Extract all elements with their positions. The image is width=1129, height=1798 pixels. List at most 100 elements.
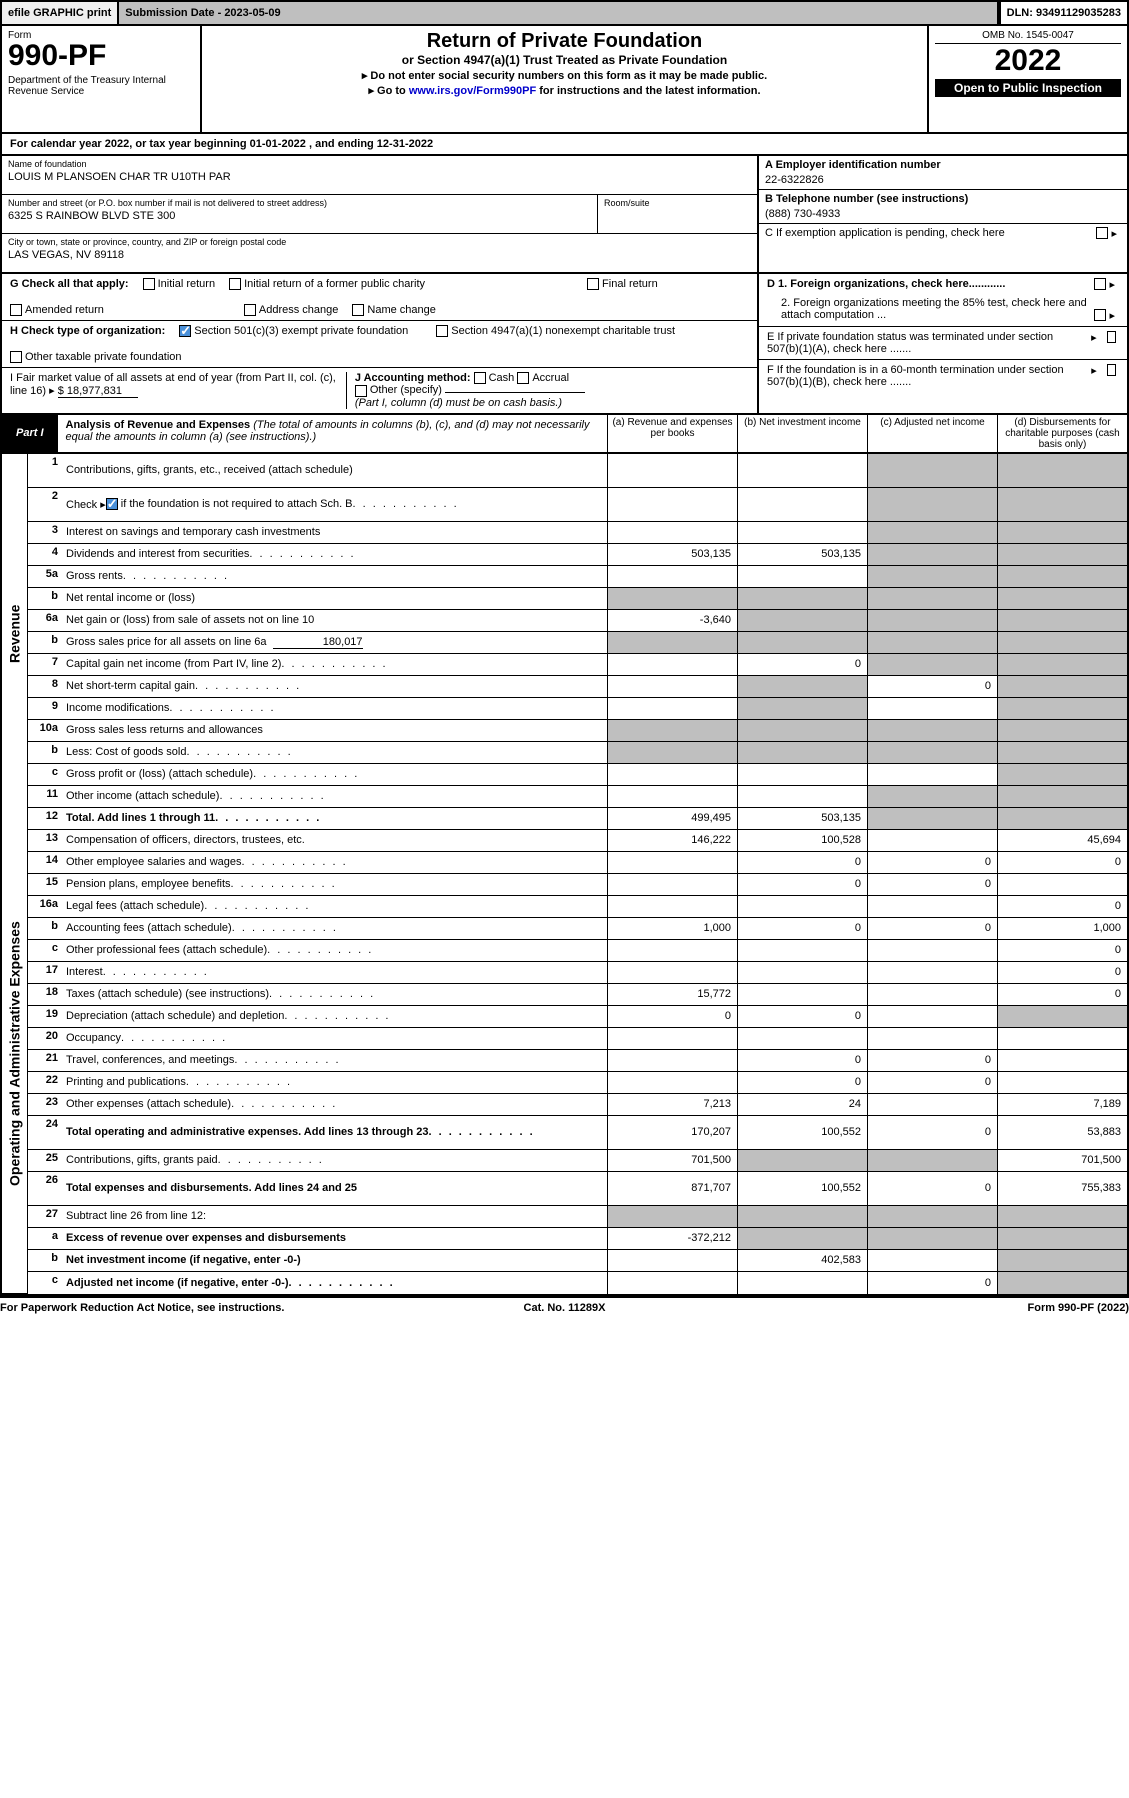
- open-to-public: Open to Public Inspection: [935, 79, 1121, 97]
- cell-a: [607, 698, 737, 719]
- line-number: 13: [28, 830, 62, 851]
- cell-dd: [997, 1272, 1127, 1294]
- cell-a: [607, 522, 737, 543]
- d2-checkbox[interactable]: [1094, 309, 1106, 321]
- cell-b: [737, 764, 867, 785]
- row-r4: 4Dividends and interest from securities5…: [28, 544, 1127, 566]
- line-number: 26: [28, 1172, 62, 1205]
- row-r8: 8Net short-term capital gain0: [28, 676, 1127, 698]
- cell-b: 0: [737, 654, 867, 675]
- paperwork-notice: For Paperwork Reduction Act Notice, see …: [0, 1302, 376, 1314]
- schb-checkbox[interactable]: [106, 498, 118, 510]
- foundation-name: Name of foundation LOUIS M PLANSOEN CHAR…: [2, 156, 757, 194]
- cell-b: [737, 940, 867, 961]
- part1-badge: Part I: [2, 415, 58, 452]
- g-address-checkbox[interactable]: [244, 304, 256, 316]
- e-checkbox[interactable]: [1107, 331, 1116, 343]
- cell-dd: [997, 566, 1127, 587]
- line-description: Net investment income (if negative, ente…: [62, 1250, 607, 1271]
- form-url-link[interactable]: www.irs.gov/Form990PF: [409, 85, 536, 97]
- cell-a: [607, 1206, 737, 1227]
- form-header: Form 990-PF Department of the Treasury I…: [0, 26, 1129, 134]
- cell-b: [737, 588, 867, 609]
- row-r9: 9Income modifications: [28, 698, 1127, 720]
- line-description: Travel, conferences, and meetings: [62, 1050, 607, 1071]
- efile-print-button[interactable]: efile GRAPHIC print: [2, 2, 119, 24]
- cell-b: [737, 454, 867, 487]
- row-r17: 17Interest0: [28, 962, 1127, 984]
- line-number: 3: [28, 522, 62, 543]
- line-description: Pension plans, employee benefits: [62, 874, 607, 895]
- g-final-checkbox[interactable]: [587, 278, 599, 290]
- line-number: 6a: [28, 610, 62, 631]
- cell-dd: 53,883: [997, 1116, 1127, 1149]
- h-501c3-checkbox[interactable]: [179, 325, 191, 337]
- footer-form-ref: Form 990-PF (2022): [753, 1302, 1129, 1314]
- page-footer: For Paperwork Reduction Act Notice, see …: [0, 1296, 1129, 1314]
- g-initial-former-checkbox[interactable]: [229, 278, 241, 290]
- d-foreign-org: D 1. Foreign organizations, check here..…: [759, 274, 1127, 327]
- line-description: Legal fees (attach schedule): [62, 896, 607, 917]
- cell-c: [867, 742, 997, 763]
- cell-dd: 1,000: [997, 918, 1127, 939]
- cell-b: 503,135: [737, 544, 867, 565]
- cell-dd: [997, 874, 1127, 895]
- row-r5b: bNet rental income or (loss): [28, 588, 1127, 610]
- cell-c: 0: [867, 874, 997, 895]
- cell-b: [737, 984, 867, 1005]
- row-r12: 12Total. Add lines 1 through 11499,49550…: [28, 808, 1127, 830]
- line-description: Income modifications: [62, 698, 607, 719]
- street-address: Number and street (or P.O. box number if…: [2, 195, 597, 233]
- col-d-header: (d) Disbursements for charitable purpose…: [997, 415, 1127, 452]
- row-r25: 25Contributions, gifts, grants paid701,5…: [28, 1150, 1127, 1172]
- j-accrual-checkbox[interactable]: [517, 372, 529, 384]
- cell-b: 0: [737, 1072, 867, 1093]
- cell-c: [867, 1028, 997, 1049]
- g-name-checkbox[interactable]: [352, 304, 364, 316]
- row-r14: 14Other employee salaries and wages000: [28, 852, 1127, 874]
- row-r2: 2Check ▸ if the foundation is not requir…: [28, 488, 1127, 522]
- g-amended-checkbox[interactable]: [10, 304, 22, 316]
- cell-a: 7,213: [607, 1094, 737, 1115]
- g-initial-checkbox[interactable]: [143, 278, 155, 290]
- cell-b: 0: [737, 874, 867, 895]
- form-subtitle: or Section 4947(a)(1) Trust Treated as P…: [208, 53, 921, 67]
- line-number: b: [28, 1250, 62, 1271]
- f-checkbox[interactable]: [1107, 364, 1116, 376]
- row-r15: 15Pension plans, employee benefits00: [28, 874, 1127, 896]
- cell-a: [607, 786, 737, 807]
- cell-c: [867, 1094, 997, 1115]
- line-number: 12: [28, 808, 62, 829]
- cell-b: 402,583: [737, 1250, 867, 1271]
- cell-b: [737, 962, 867, 983]
- submission-date: Submission Date - 2023-05-09: [119, 2, 998, 24]
- expenses-label: Operating and Administrative Expenses: [2, 814, 27, 1294]
- line-number: 8: [28, 676, 62, 697]
- h-4947-checkbox[interactable]: [436, 325, 448, 337]
- form-number: 990-PF: [8, 41, 194, 71]
- j-cash-checkbox[interactable]: [474, 372, 486, 384]
- line-number: 16a: [28, 896, 62, 917]
- cell-c: 0: [867, 1072, 997, 1093]
- header-center: Return of Private Foundation or Section …: [202, 26, 927, 132]
- cell-c: 0: [867, 918, 997, 939]
- h-other-tax-checkbox[interactable]: [10, 351, 22, 363]
- part1-table: Revenue Operating and Administrative Exp…: [0, 454, 1129, 1296]
- j-other-checkbox[interactable]: [355, 385, 367, 397]
- d1-checkbox[interactable]: [1094, 278, 1106, 290]
- instruction-1: ▸ Do not enter social security numbers o…: [208, 69, 921, 82]
- c-checkbox[interactable]: [1096, 227, 1108, 239]
- line-number: 24: [28, 1116, 62, 1149]
- line-description: Net gain or (loss) from sale of assets n…: [62, 610, 607, 631]
- telephone-block: B Telephone number (see instructions) (8…: [759, 190, 1127, 224]
- cell-a: [607, 962, 737, 983]
- cell-b: [737, 488, 867, 521]
- cell-c: [867, 896, 997, 917]
- line-description: Net rental income or (loss): [62, 588, 607, 609]
- cell-dd: [997, 1006, 1127, 1027]
- cell-dd: [997, 1050, 1127, 1071]
- row-r11: 11Other income (attach schedule): [28, 786, 1127, 808]
- line-number: b: [28, 632, 62, 653]
- cell-a: 871,707: [607, 1172, 737, 1205]
- cell-b: [737, 676, 867, 697]
